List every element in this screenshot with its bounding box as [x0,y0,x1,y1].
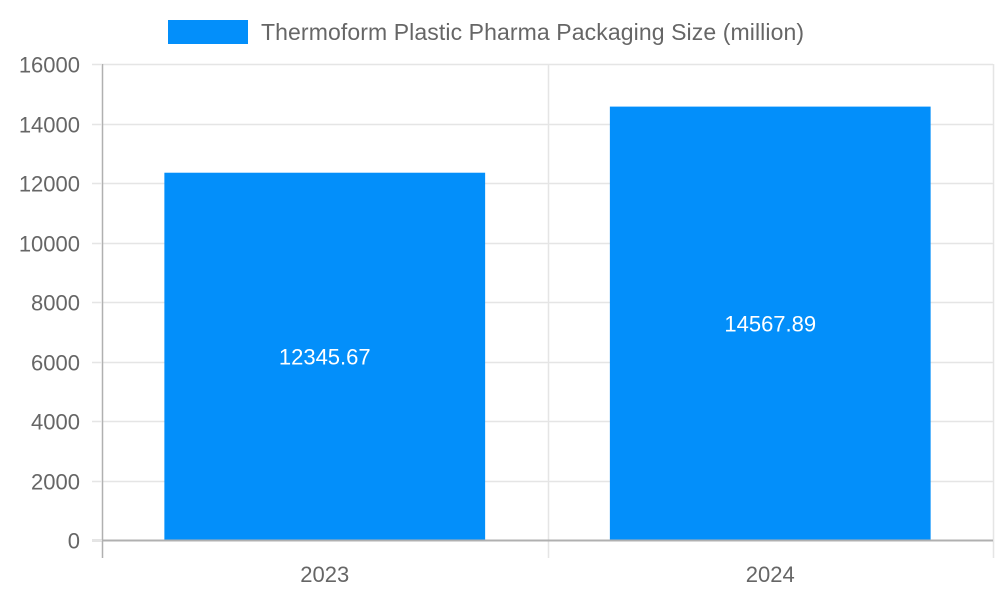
y-axis-ticks: 0 2000 4000 6000 8000 10000 12000 14000 16000 [19,53,102,554]
y-tick-label: 4000 [31,410,80,435]
x-tick-label: 2023 [300,562,349,587]
x-axis-ticks: 2023 2024 [300,562,794,587]
y-tick-label: 16000 [19,53,80,78]
y-tick-label: 12000 [19,172,80,197]
data-label: 12345.67 [279,344,371,369]
bar-2023[interactable] [164,172,486,541]
y-tick-label: 10000 [19,232,80,257]
y-tick-label: 0 [68,529,80,554]
data-label: 14567.89 [724,311,816,336]
x-tick-label: 2024 [746,562,795,587]
y-tick-label: 6000 [31,351,80,376]
legend-label: Thermoform Plastic Pharma Packaging Size… [261,18,805,45]
bar-2024[interactable] [609,106,931,540]
y-tick-label: 14000 [19,113,80,138]
chart-legend[interactable]: Thermoform Plastic Pharma Packaging Size… [168,19,804,45]
data-labels: 12345.67 14567.89 [279,311,816,369]
bars [164,106,931,541]
y-tick-label: 8000 [31,291,80,316]
y-tick-label: 2000 [31,470,80,495]
axes [92,64,993,558]
legend-swatch [168,20,248,44]
